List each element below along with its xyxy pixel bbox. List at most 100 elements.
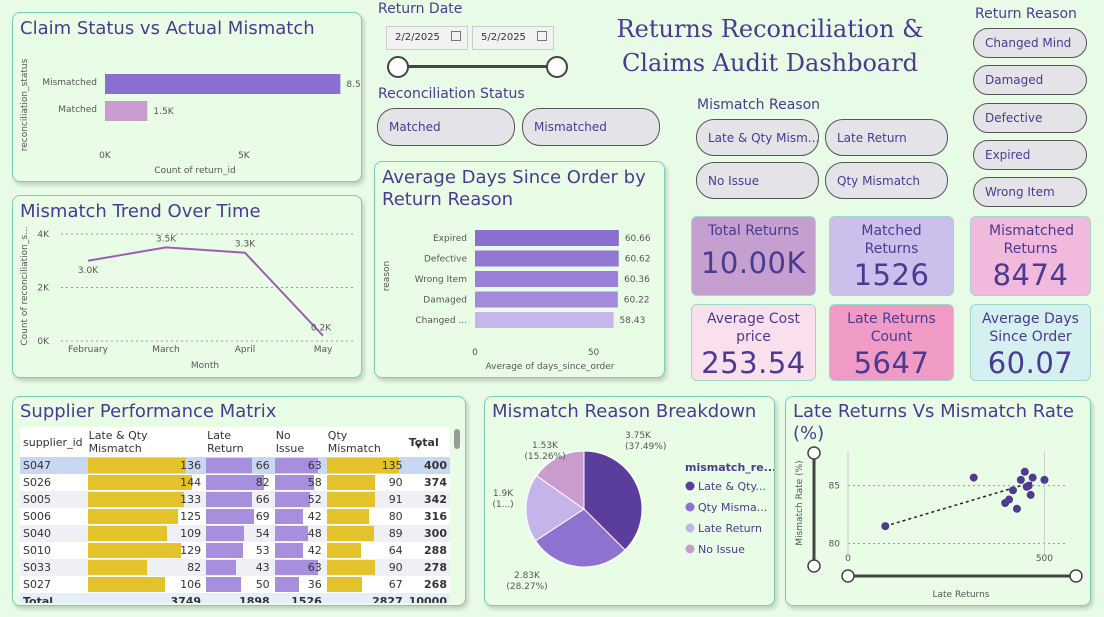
y-axis-label: reason — [382, 261, 392, 291]
data-bar-cell: 90 — [325, 474, 406, 491]
pie-slice — [525, 474, 585, 542]
legend-marker — [685, 523, 695, 533]
matrix-scroll-area[interactable]: supplier_id Late & Qty Mismatch Late Ret… — [20, 427, 452, 603]
cell-value: 48 — [307, 527, 322, 540]
data-bar-cell: 53 — [204, 542, 273, 559]
table-row[interactable]: S010 129 53 42 64 288 — [20, 542, 450, 559]
y-slider-bottom-handle[interactable] — [807, 559, 821, 573]
sort-desc-icon[interactable]: ▼ — [415, 442, 422, 450]
data-bar — [87, 492, 185, 507]
data-bar — [206, 475, 264, 490]
mismatch-reason-late-return[interactable]: Late Return — [825, 119, 948, 156]
table-row[interactable]: S027 106 50 36 67 268 — [20, 576, 450, 593]
mismatch-reason-no-issue[interactable]: No Issue — [696, 162, 819, 199]
breakdown-chart: 3.75K(37.49%) 2.83K(28.27%) 1.9K(1...) 1.53… — [492, 431, 774, 592]
y-axis-label: reconciliation_status — [20, 58, 30, 151]
y-slider-top-handle[interactable] — [807, 446, 821, 460]
return-reason-expired[interactable]: Expired — [973, 140, 1087, 170]
data-bar-cell: 109 — [86, 525, 204, 542]
kpi-label: Average Cost price — [706, 311, 801, 345]
kpi-late-returns: Late Returns Count 5647 — [829, 304, 954, 381]
cell-value: 42 — [307, 510, 322, 523]
cell-value: 91 — [388, 493, 403, 506]
date-range-slider[interactable] — [397, 65, 559, 68]
claim-status-card: Claim Status vs Actual Mismatch reconcil… — [12, 12, 362, 182]
end-date-input[interactable]: 5/2/2025 — [472, 26, 554, 50]
row-total-cell: 268 — [424, 578, 447, 591]
data-label: 3.3K — [235, 240, 256, 250]
scatter-point — [1026, 490, 1035, 499]
data-bar-cell: 69 — [204, 508, 273, 525]
table-row[interactable]: S033 82 43 63 90 278 — [20, 559, 450, 576]
data-label: 8.5K — [346, 80, 362, 90]
table-row[interactable]: S006 125 69 42 80 316 — [20, 508, 450, 525]
table-row[interactable]: S026 144 82 58 90 374 — [20, 474, 450, 491]
calendar-icon[interactable] — [451, 31, 461, 41]
data-bar-cell: 106 — [86, 576, 204, 593]
bar — [105, 74, 341, 94]
kpi-value: 253.54 — [701, 346, 806, 380]
return-date-label: Return Date — [378, 1, 463, 17]
data-bar — [206, 492, 253, 507]
mismatch-reason-qty-mismatch[interactable]: Qty Mismatch — [825, 162, 948, 199]
x-tick-label: 500 — [1036, 554, 1053, 564]
data-bar — [326, 526, 375, 541]
return-reason-changed-mind[interactable]: Changed Mind — [973, 28, 1087, 58]
supplier-id-cell: S040 — [23, 527, 51, 540]
column-header-total[interactable]: Total ▼ — [406, 427, 450, 457]
pie-slice — [535, 450, 585, 510]
bar — [475, 312, 614, 328]
y-tick-label: 80 — [829, 539, 841, 549]
mismatch-reason-late-qty[interactable]: Late & Qty Mism... — [696, 119, 819, 156]
return-reason-damaged[interactable]: Damaged — [973, 65, 1087, 95]
cell-value: 66 — [255, 493, 270, 506]
legend-marker — [685, 481, 695, 491]
return-reason-defective[interactable]: Defective — [973, 103, 1087, 133]
supplier-id-cell: S047 — [23, 459, 51, 472]
vertical-scrollbar[interactable] — [454, 429, 460, 449]
x-slider-left-handle[interactable] — [841, 569, 855, 583]
date-slider-end-handle[interactable] — [546, 56, 568, 78]
recon-status-mismatched[interactable]: Mismatched — [522, 108, 660, 146]
data-bar-cell: 90 — [325, 559, 406, 576]
start-date-input[interactable]: 2/2/2025 — [386, 26, 468, 50]
data-label: 2.83K — [514, 571, 541, 581]
recon-status-matched[interactable]: Matched — [377, 108, 515, 146]
column-header[interactable]: Late & Qty Mismatch — [88, 429, 148, 455]
start-date-value: 2/2/2025 — [395, 32, 440, 43]
bar — [475, 271, 619, 287]
date-slider-start-handle[interactable] — [387, 56, 409, 78]
column-header[interactable]: supplier_id — [23, 435, 83, 449]
column-header[interactable]: Qty Mismatch — [327, 429, 381, 455]
data-label: 1.9K — [493, 489, 514, 499]
data-bar — [274, 577, 300, 592]
pie-slice — [583, 450, 643, 551]
data-bar-cell: 66 — [204, 491, 273, 508]
table-row[interactable]: S047 136 66 63 135 400 — [20, 457, 450, 474]
cell-value: 90 — [388, 561, 403, 574]
cell-value: 54 — [255, 527, 270, 540]
data-label: 0.2K — [311, 324, 332, 334]
data-label: 60.62 — [625, 255, 651, 265]
scatter-point — [969, 473, 978, 482]
data-bar — [87, 560, 148, 575]
data-bar — [206, 577, 242, 592]
column-header[interactable]: Late Return — [207, 429, 244, 455]
total-cell: 10000 — [408, 595, 447, 603]
dashboard-title: Returns Reconciliation & Claims Audit Da… — [600, 12, 940, 80]
column-header[interactable]: No Issue — [275, 429, 305, 455]
supplier-id-cell: S026 — [23, 476, 51, 489]
x-slider-right-handle[interactable] — [1069, 569, 1083, 583]
calendar-icon[interactable] — [537, 31, 547, 41]
cell-value: 58 — [307, 476, 322, 489]
table-row[interactable]: S005 133 66 52 91 342 — [20, 491, 450, 508]
cell-value: 36 — [307, 578, 322, 591]
return-reason-wrong-item[interactable]: Wrong Item — [973, 177, 1087, 207]
data-bar-cell: 58 — [273, 474, 325, 491]
data-label: (37.49%) — [625, 442, 666, 452]
table-row[interactable]: S040 109 54 48 89 300 — [20, 525, 450, 542]
bar — [475, 291, 618, 308]
legend-label: Late Return — [698, 522, 762, 535]
scatter-point — [1040, 475, 1049, 484]
data-bar-cell: 54 — [204, 525, 273, 542]
